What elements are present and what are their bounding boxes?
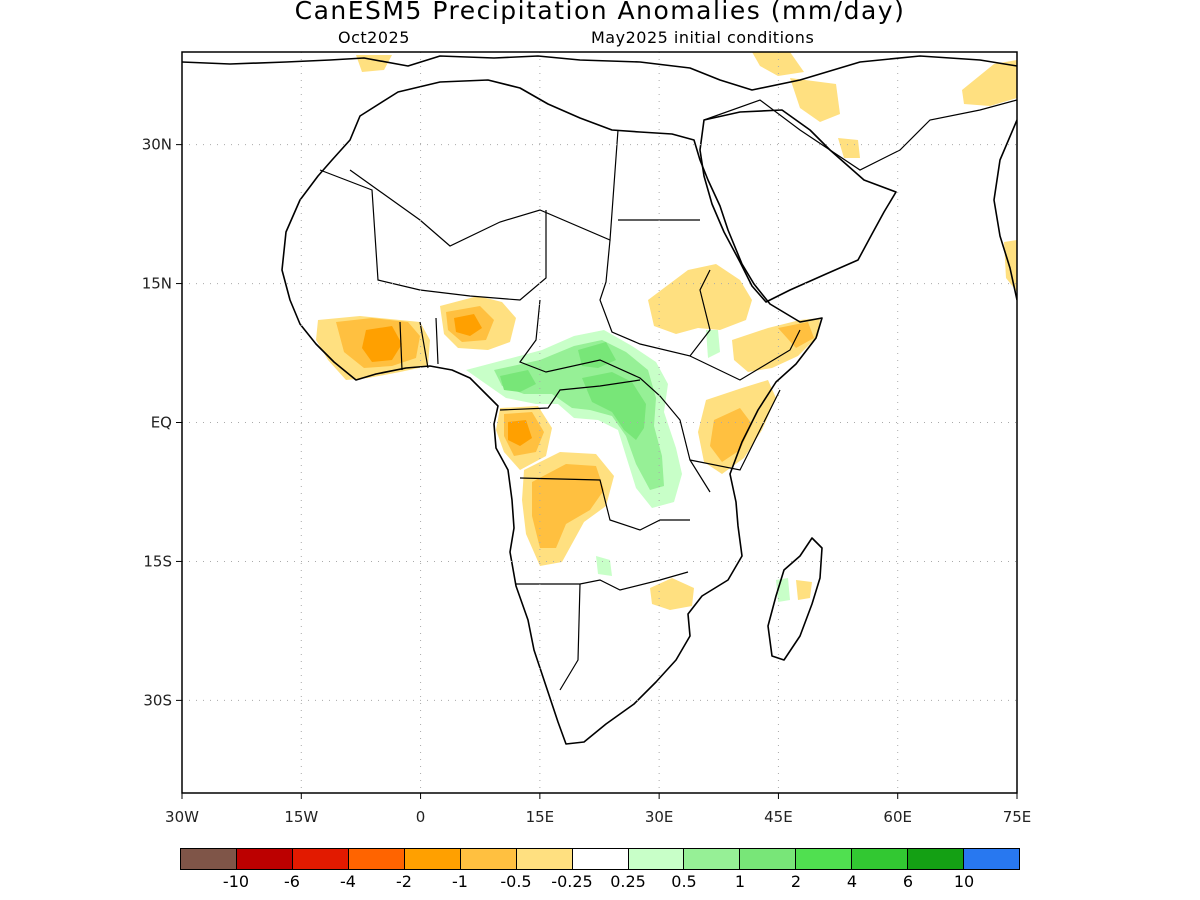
country-borders	[319, 99, 1017, 691]
coastlines	[182, 55, 1017, 745]
lon-tick-label: 15W	[284, 808, 318, 826]
anomaly-sudan-east	[648, 264, 752, 334]
lat-tick-label: EQ	[151, 414, 172, 432]
anomaly-somalia-core	[778, 322, 814, 348]
colorbar-label: 0.5	[671, 872, 697, 891]
colorbar-swatch	[404, 849, 461, 869]
anomaly-gabon-peak	[508, 420, 532, 446]
madagascar-coastline	[767, 537, 823, 661]
colorbar-swatch	[852, 849, 909, 869]
colorbar-swatch	[460, 849, 517, 869]
lat-tick-label: 30S	[143, 691, 172, 709]
lat-tick-label: 15N	[142, 275, 172, 293]
anomaly-med	[356, 55, 392, 72]
lon-tick-label: 45E	[764, 808, 793, 826]
lat-tick-label: 15S	[143, 552, 172, 570]
border-congo	[499, 379, 641, 411]
anomaly-gulf	[838, 138, 860, 158]
colorbar-label: 0.25	[610, 872, 646, 891]
border-southern	[516, 571, 689, 591]
border-ethiopia	[689, 329, 801, 381]
colorbar-swatch	[348, 849, 405, 869]
colorbar-label: -2	[396, 872, 412, 891]
latitude-axis: 30N 15N EQ 15S 30S	[142, 136, 182, 709]
border-eastafrica	[689, 389, 781, 471]
forecast-month: Oct2025	[338, 28, 410, 47]
border-west-coast	[399, 317, 439, 371]
gridlines	[182, 52, 1017, 793]
colorbar-swatch	[740, 849, 797, 869]
colorbar-swatch	[181, 849, 237, 869]
border-chad-sudan	[599, 239, 711, 357]
border-angola	[519, 477, 690, 531]
colorbar-swatch	[964, 849, 1020, 869]
lon-tick-label: 60E	[883, 808, 912, 826]
colorbar-label: 10	[953, 872, 975, 891]
anomaly-zambia-green	[596, 556, 612, 576]
colorbar	[180, 848, 1020, 870]
map-title: CanESM5 Precipitation Anomalies (mm/day)	[294, 0, 906, 25]
border-central	[519, 299, 711, 493]
border-sahel	[319, 169, 547, 301]
anomaly-madagascar	[796, 580, 812, 600]
lon-tick-label: 30W	[165, 808, 199, 826]
colorbar-swatch	[516, 849, 573, 869]
lon-tick-label: 0	[416, 808, 426, 826]
india-coastline	[993, 119, 1017, 301]
colorbar-label: -0.5	[500, 872, 532, 891]
lon-tick-label: 75E	[1003, 808, 1032, 826]
anomaly-car-north-core	[578, 342, 616, 368]
anomaly-nigeria-peak	[454, 314, 482, 336]
longitude-axis: 30W 15W 0 15E 30E 45E 60E 75E	[165, 793, 1031, 826]
colorbar-swatch	[684, 849, 741, 869]
anomaly-arabia-north	[790, 78, 840, 122]
colorbar-label: -6	[284, 872, 300, 891]
colorbar-label: -1	[452, 872, 468, 891]
europe-coastline	[182, 55, 1017, 91]
colorbar-label: -10	[222, 872, 250, 891]
arabia-coastline	[699, 109, 897, 303]
colorbar-label: 2	[790, 872, 802, 891]
anomaly-ghana-core	[362, 326, 402, 362]
anomaly-levant	[752, 52, 804, 76]
colorbar-swatch	[292, 849, 349, 869]
colorbar-label: -0.25	[551, 872, 593, 891]
initial-conditions: May2025 initial conditions	[591, 28, 815, 47]
colorbar-label: 4	[846, 872, 858, 891]
border-maghreb	[349, 129, 619, 247]
anomaly-cameroon-core	[500, 370, 536, 392]
lat-tick-label: 30N	[142, 136, 172, 154]
colorbar-swatch	[908, 849, 965, 869]
anomaly-ethiopia-green	[706, 330, 720, 358]
anomaly-india-west	[1004, 240, 1017, 292]
lon-tick-label: 15E	[526, 808, 555, 826]
anomaly-kenya-core	[710, 408, 752, 462]
colorbar-swatch	[236, 849, 293, 869]
map-frame	[181, 51, 1018, 794]
colorbar-label: 6	[902, 872, 914, 891]
colorbar-label: 1	[734, 872, 746, 891]
anomaly-iran	[962, 60, 1017, 106]
border-namibia-sa	[559, 583, 581, 691]
anomaly-mozambique	[650, 578, 694, 610]
colorbar-swatch	[572, 849, 629, 869]
colorbar-swatch	[796, 849, 853, 869]
colorbar-swatch	[628, 849, 685, 869]
anomaly-angola-core	[532, 464, 604, 548]
lon-tick-label: 30E	[645, 808, 674, 826]
colorbar-label: -4	[340, 872, 356, 891]
border-middle-east	[703, 99, 1017, 171]
